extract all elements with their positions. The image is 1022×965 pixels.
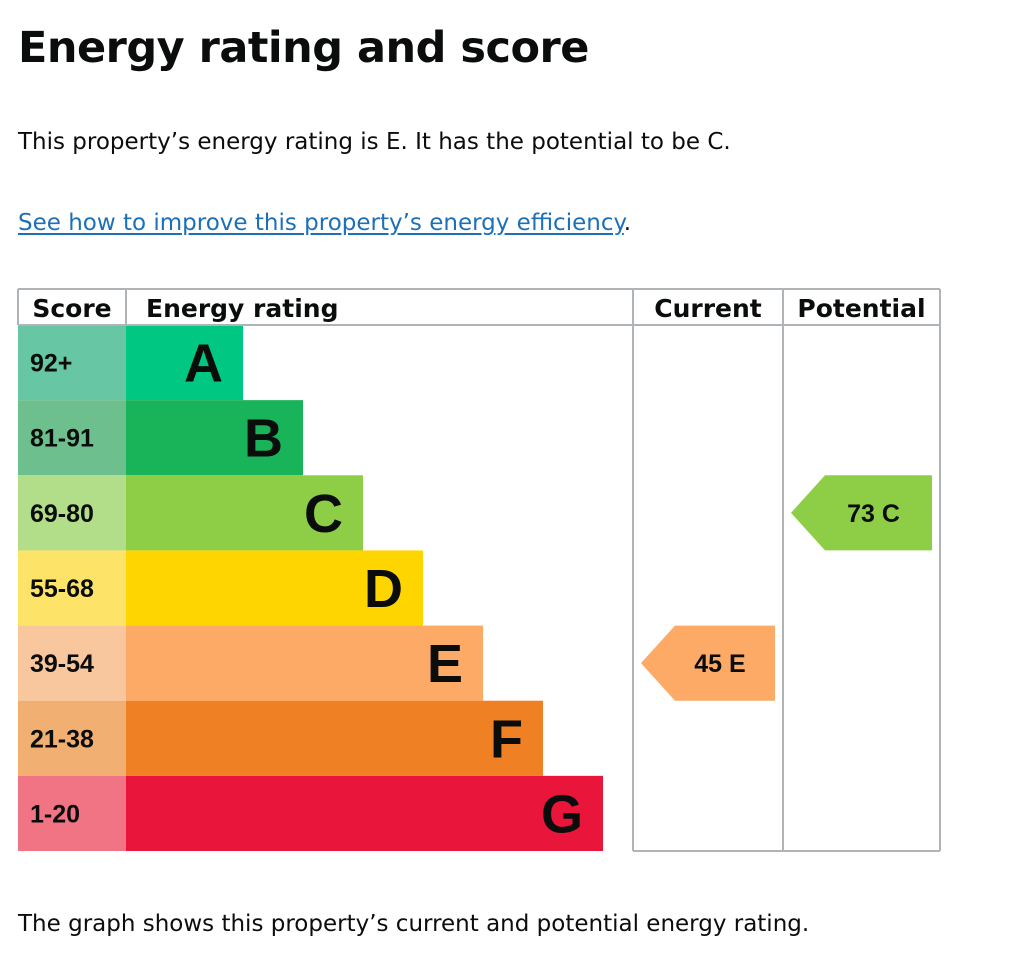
link-suffix: .: [623, 210, 632, 236]
rating-letter-e: E: [427, 634, 463, 694]
rating-bar-f: [126, 700, 543, 776]
rating-arrows: 45 E 73 C: [641, 475, 932, 701]
score-range-b: 81-91: [30, 425, 94, 453]
current-rating-label: 45 E: [694, 650, 745, 678]
score-cell-a: [18, 325, 126, 401]
rating-letter-g: G: [541, 784, 583, 844]
header-current: Current: [654, 294, 762, 323]
score-range-f: 21-38: [30, 725, 94, 753]
header-score: Score: [32, 294, 111, 323]
rating-letter-d: D: [364, 559, 403, 619]
header-potential: Potential: [797, 294, 925, 323]
improve-link-line: See how to improve this property’s energ…: [18, 207, 631, 239]
chart-headers: Score Energy rating Current Potential: [32, 294, 925, 323]
score-range-g: 1-20: [30, 800, 80, 828]
header-energy-rating: Energy rating: [146, 294, 338, 323]
rating-bar-c: [126, 475, 363, 551]
chart-caption: The graph shows this property’s current …: [18, 911, 810, 937]
rating-bar-a: [126, 325, 243, 401]
improve-efficiency-link[interactable]: See how to improve this property’s energ…: [18, 210, 624, 236]
rating-bar-d: [126, 550, 423, 626]
score-range-d: 55-68: [30, 575, 94, 603]
rating-bands: 92+ A 81-91 B 69-80 C 55-68 D 39-54 E 21-38 F 1-20 G: [18, 325, 603, 851]
rating-letter-b: B: [244, 409, 283, 469]
potential-rating-arrow: [791, 475, 932, 551]
score-cell-b: [18, 400, 126, 476]
score-cell-e: [18, 625, 126, 701]
score-cell-c: [18, 475, 126, 551]
rating-letter-a: A: [184, 334, 223, 394]
score-cell-g: [18, 775, 126, 851]
current-rating-arrow: [641, 625, 775, 701]
rating-letter-c: C: [304, 484, 343, 544]
score-range-a: 92+: [30, 350, 72, 378]
score-range-e: 39-54: [30, 650, 94, 678]
rating-bar-b: [126, 400, 303, 476]
page-title: Energy rating and score: [18, 23, 589, 73]
chart-grid: [17, 288, 941, 852]
score-cell-f: [18, 700, 126, 776]
rating-bar-e: [126, 625, 483, 701]
rating-summary: This property’s energy rating is E. It h…: [18, 129, 731, 155]
score-cell-d: [18, 550, 126, 626]
potential-rating-label: 73 C: [847, 500, 900, 528]
rating-letter-f: F: [490, 709, 523, 769]
score-range-c: 69-80: [30, 500, 94, 528]
rating-bar-g: [126, 775, 603, 851]
